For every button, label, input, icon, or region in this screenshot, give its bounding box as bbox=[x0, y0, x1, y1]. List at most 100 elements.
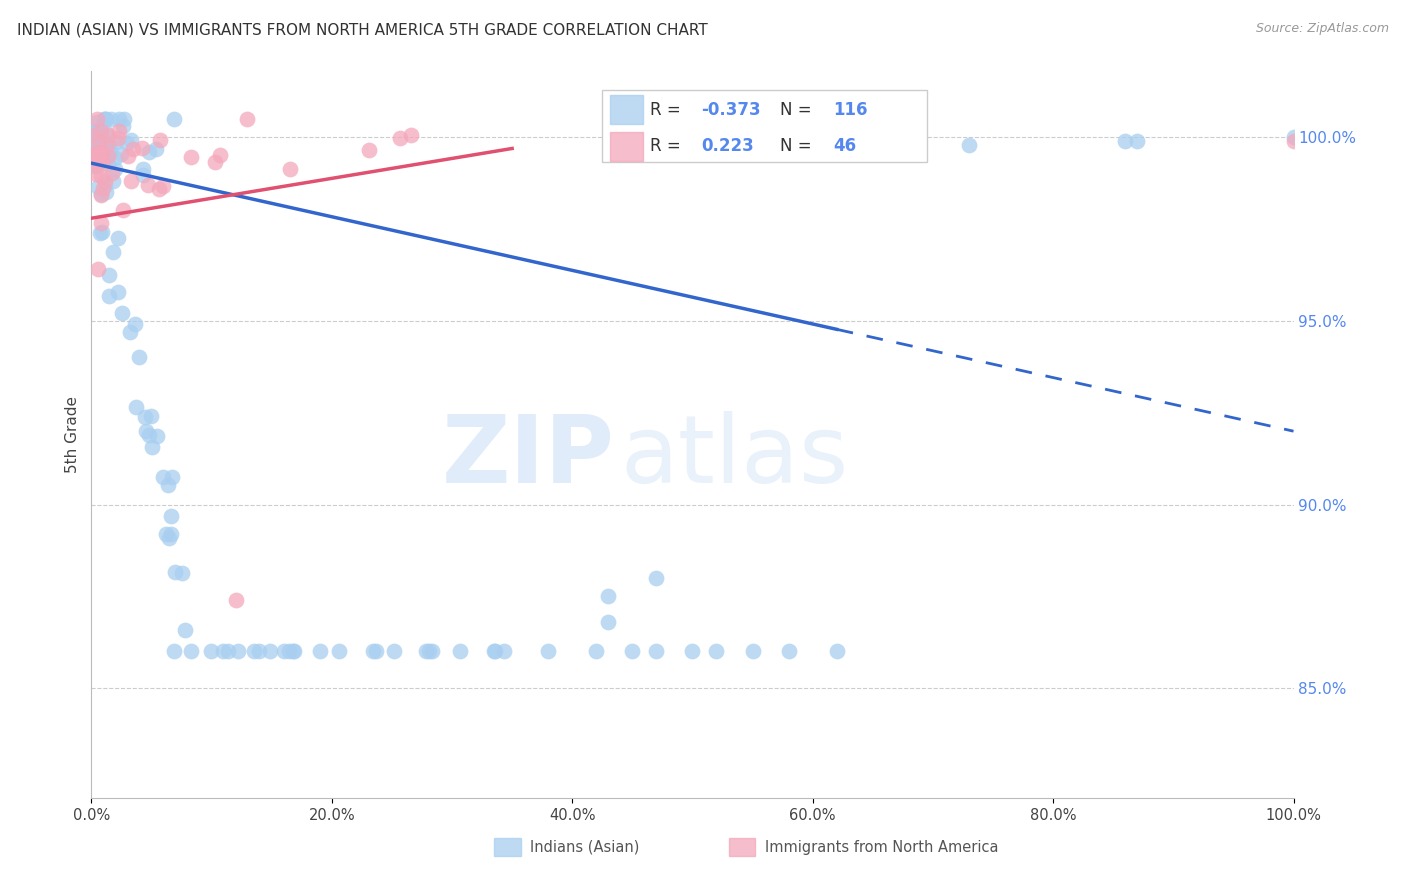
Point bbox=[1126, 134, 1149, 148]
Point bbox=[110, 147, 132, 161]
Point bbox=[217, 644, 239, 658]
Point bbox=[681, 644, 703, 658]
Point bbox=[152, 179, 174, 194]
Point bbox=[90, 145, 112, 160]
Point bbox=[89, 127, 111, 141]
Point bbox=[160, 508, 183, 523]
Point bbox=[278, 161, 301, 176]
Point bbox=[598, 590, 620, 604]
Point bbox=[87, 180, 110, 194]
Point bbox=[706, 644, 728, 658]
Point bbox=[94, 112, 117, 127]
Text: N =: N = bbox=[780, 101, 817, 119]
Point bbox=[138, 428, 160, 442]
Point bbox=[132, 169, 155, 183]
Text: R =: R = bbox=[651, 101, 686, 119]
Point bbox=[86, 146, 108, 161]
Point bbox=[200, 644, 222, 658]
Point bbox=[174, 624, 197, 638]
Text: R =: R = bbox=[651, 137, 686, 155]
Point bbox=[141, 409, 163, 424]
Point bbox=[212, 644, 235, 658]
Point bbox=[98, 145, 121, 159]
Point bbox=[90, 129, 112, 144]
Text: Source: ZipAtlas.com: Source: ZipAtlas.com bbox=[1256, 22, 1389, 36]
Point bbox=[825, 644, 848, 658]
Point bbox=[86, 154, 108, 169]
Point bbox=[96, 137, 118, 152]
Point bbox=[82, 151, 104, 165]
Point bbox=[382, 644, 405, 658]
Point bbox=[86, 159, 108, 173]
Text: N =: N = bbox=[780, 137, 817, 155]
Point bbox=[236, 112, 259, 127]
Y-axis label: 5th Grade: 5th Grade bbox=[65, 396, 80, 474]
Point bbox=[94, 126, 117, 140]
Point bbox=[152, 470, 174, 484]
Point bbox=[117, 148, 139, 162]
Point bbox=[273, 644, 295, 658]
Point bbox=[107, 285, 129, 299]
Point bbox=[90, 124, 112, 138]
Point bbox=[84, 167, 107, 181]
FancyBboxPatch shape bbox=[494, 838, 520, 856]
Point bbox=[163, 644, 186, 658]
Text: -0.373: -0.373 bbox=[700, 101, 761, 119]
Text: atlas: atlas bbox=[620, 410, 849, 503]
Point bbox=[82, 152, 104, 166]
Point bbox=[87, 123, 110, 137]
Point bbox=[87, 134, 110, 148]
Point bbox=[281, 644, 304, 658]
Point bbox=[247, 644, 270, 658]
Point bbox=[399, 128, 422, 143]
Point bbox=[484, 644, 506, 658]
Point bbox=[120, 174, 142, 188]
Point bbox=[366, 644, 388, 658]
Point bbox=[138, 145, 160, 159]
Point bbox=[146, 429, 169, 443]
Point bbox=[86, 125, 108, 139]
Point bbox=[87, 135, 110, 149]
Point bbox=[115, 136, 138, 151]
Point bbox=[90, 144, 112, 158]
Point bbox=[418, 644, 440, 658]
Point bbox=[163, 112, 186, 127]
Point bbox=[90, 187, 112, 202]
Text: 116: 116 bbox=[834, 101, 868, 119]
Point bbox=[97, 157, 120, 171]
Point bbox=[585, 644, 607, 658]
Point bbox=[84, 158, 107, 172]
Point bbox=[94, 178, 117, 192]
Text: 0.223: 0.223 bbox=[700, 137, 754, 155]
Point bbox=[107, 131, 129, 145]
Point bbox=[112, 119, 135, 133]
Point bbox=[149, 133, 172, 147]
Point bbox=[96, 112, 118, 127]
Text: Indians (Asian): Indians (Asian) bbox=[530, 839, 640, 855]
Point bbox=[145, 143, 167, 157]
Point bbox=[87, 126, 110, 140]
Point bbox=[82, 148, 104, 162]
Point bbox=[243, 644, 266, 658]
Point bbox=[93, 180, 115, 194]
Point bbox=[204, 155, 226, 169]
Point bbox=[132, 161, 155, 176]
Point bbox=[420, 644, 443, 658]
FancyBboxPatch shape bbox=[610, 95, 643, 124]
Point bbox=[180, 644, 202, 658]
Point bbox=[141, 440, 163, 454]
Point bbox=[97, 138, 120, 153]
Point bbox=[94, 173, 117, 187]
Point bbox=[308, 644, 330, 658]
Point bbox=[124, 318, 146, 332]
FancyBboxPatch shape bbox=[602, 89, 927, 162]
Point bbox=[537, 644, 560, 658]
Point bbox=[90, 148, 112, 162]
Point bbox=[156, 477, 179, 491]
Point bbox=[93, 112, 115, 127]
Point bbox=[134, 409, 156, 424]
Point bbox=[180, 150, 202, 164]
Point bbox=[97, 149, 120, 163]
Point bbox=[96, 185, 118, 199]
Point bbox=[125, 401, 148, 415]
